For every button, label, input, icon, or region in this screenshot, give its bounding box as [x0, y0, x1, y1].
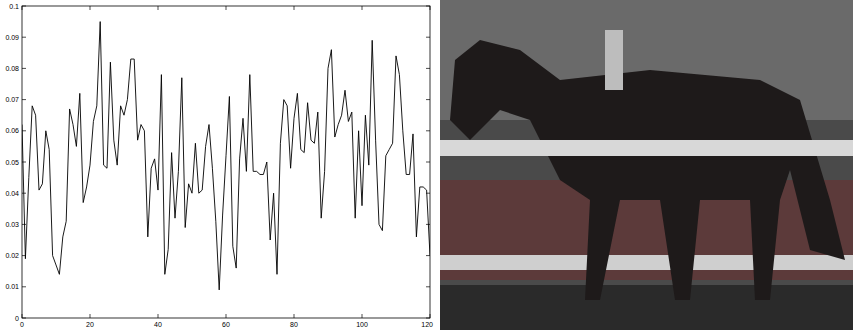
- y-tick-label: 0.06: [5, 127, 19, 134]
- y-tick: [22, 6, 26, 7]
- x-tick: [430, 314, 431, 318]
- y-tick-label: 0.09: [5, 34, 19, 41]
- plot-area: [22, 22, 430, 290]
- x-tick: [22, 6, 23, 10]
- y-tick-label: 0: [15, 315, 19, 322]
- data-line: [22, 22, 430, 290]
- photo-post: [605, 30, 623, 90]
- y-tick-label: 0.02: [5, 252, 19, 259]
- y-tick: [22, 224, 26, 225]
- photo-stripe: [440, 255, 853, 270]
- y-tick-label: 0.07: [5, 96, 19, 103]
- y-tick: [22, 99, 26, 100]
- x-tick: [362, 314, 363, 318]
- x-tick: [430, 6, 431, 10]
- photo-horse: [450, 40, 845, 300]
- y-tick: [22, 68, 26, 69]
- x-tick: [226, 314, 227, 318]
- y-tick: [426, 286, 430, 287]
- y-tick-label: 0.04: [5, 190, 19, 197]
- photo-background: [440, 0, 853, 330]
- y-tick: [426, 130, 430, 131]
- y-tick: [426, 68, 430, 69]
- y-tick: [426, 255, 430, 256]
- y-tick: [426, 37, 430, 38]
- y-tick: [22, 37, 26, 38]
- x-tick-label: 60: [222, 321, 230, 328]
- x-tick: [158, 6, 159, 10]
- x-tick-label: 80: [290, 321, 298, 328]
- x-tick: [22, 314, 23, 318]
- plot-frame: [22, 6, 430, 318]
- figure: 0 0.01 0.02 0.03 0.04 0.05 0.06 0.07 0.08 0.09 0.1…: [0, 0, 853, 330]
- x-tick: [362, 6, 363, 10]
- photo-rail: [440, 140, 853, 156]
- x-tick: [90, 314, 91, 318]
- y-tick: [426, 162, 430, 163]
- y-tick-label: 0.03: [5, 221, 19, 228]
- x-tick: [158, 314, 159, 318]
- y-tick-label: 0.08: [5, 65, 19, 72]
- photo-treadmill: [440, 285, 853, 330]
- photo: [440, 0, 853, 330]
- y-tick: [426, 318, 430, 319]
- y-tick: [426, 6, 430, 7]
- x-tick-label: 40: [154, 321, 162, 328]
- x-tick-label: 0: [20, 321, 24, 328]
- y-tick-label: 0.05: [5, 159, 19, 166]
- y-tick: [22, 318, 26, 319]
- x-tick: [90, 6, 91, 10]
- x-tick-label: 100: [356, 321, 368, 328]
- x-tick: [226, 6, 227, 10]
- x-tick-label: 20: [86, 321, 94, 328]
- x-tick: [294, 6, 295, 10]
- y-tick-label: 0.1: [9, 3, 19, 10]
- x-tick: [294, 314, 295, 318]
- y-tick-label: 0.01: [5, 283, 19, 290]
- x-tick-label: 120: [421, 321, 433, 328]
- y-tick: [22, 286, 26, 287]
- y-tick: [426, 99, 430, 100]
